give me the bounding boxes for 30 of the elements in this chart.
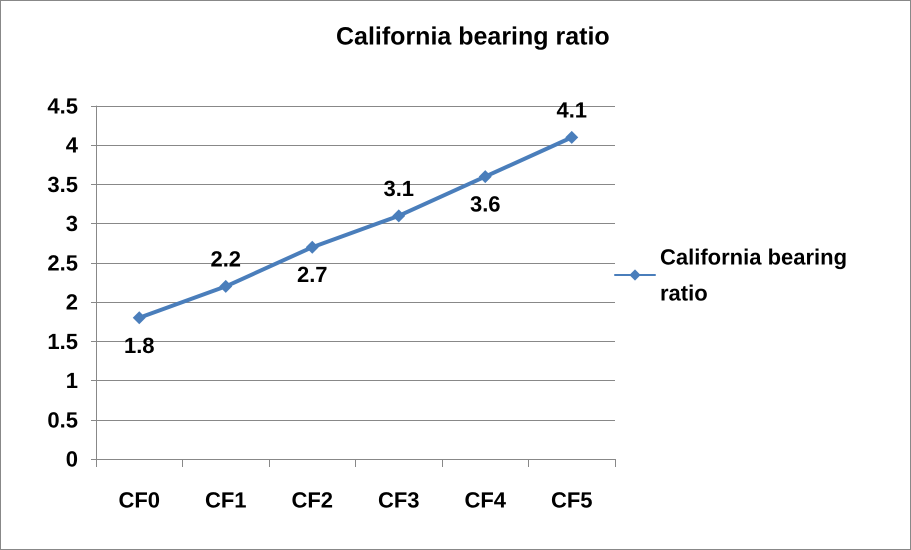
data-label: 2.7 [296,262,328,288]
point [478,170,492,184]
chart-title: California bearing ratio [336,22,610,50]
x-tick-label: CF0 [118,488,160,512]
point [392,209,406,222]
y-tick-label: 0 [66,446,78,472]
legend-label: California bearing ratio [660,244,854,306]
y-tick-label: 3.5 [47,172,78,197]
y-tick-label: 0.5 [47,407,78,432]
y-tick-label: 4 [66,132,79,158]
x-tick-label: CF3 [378,488,420,512]
data-label: 4.1 [556,97,588,122]
x-tick-label: CF4 [464,488,507,512]
y-tick-label: 2 [66,290,78,315]
point [565,130,578,144]
y-tick-label: 4.5 [47,94,78,118]
point [132,311,146,324]
data-label: 1.8 [124,332,155,358]
y-tick-label: 2.5 [47,250,78,276]
x-tick-label: CF5 [550,488,593,512]
data-label: 3.1 [383,176,414,201]
x-tick-label: CF1 [204,488,247,512]
data-label: 2.2 [210,246,242,272]
point [306,240,319,254]
y-tick-label: 1 [66,368,78,394]
point [219,280,232,293]
x-tick-label: CF2 [291,488,334,512]
y-tick-label: 1.5 [47,328,78,354]
data-label: 3.6 [470,192,501,217]
y-tick-label: 3 [66,211,78,236]
